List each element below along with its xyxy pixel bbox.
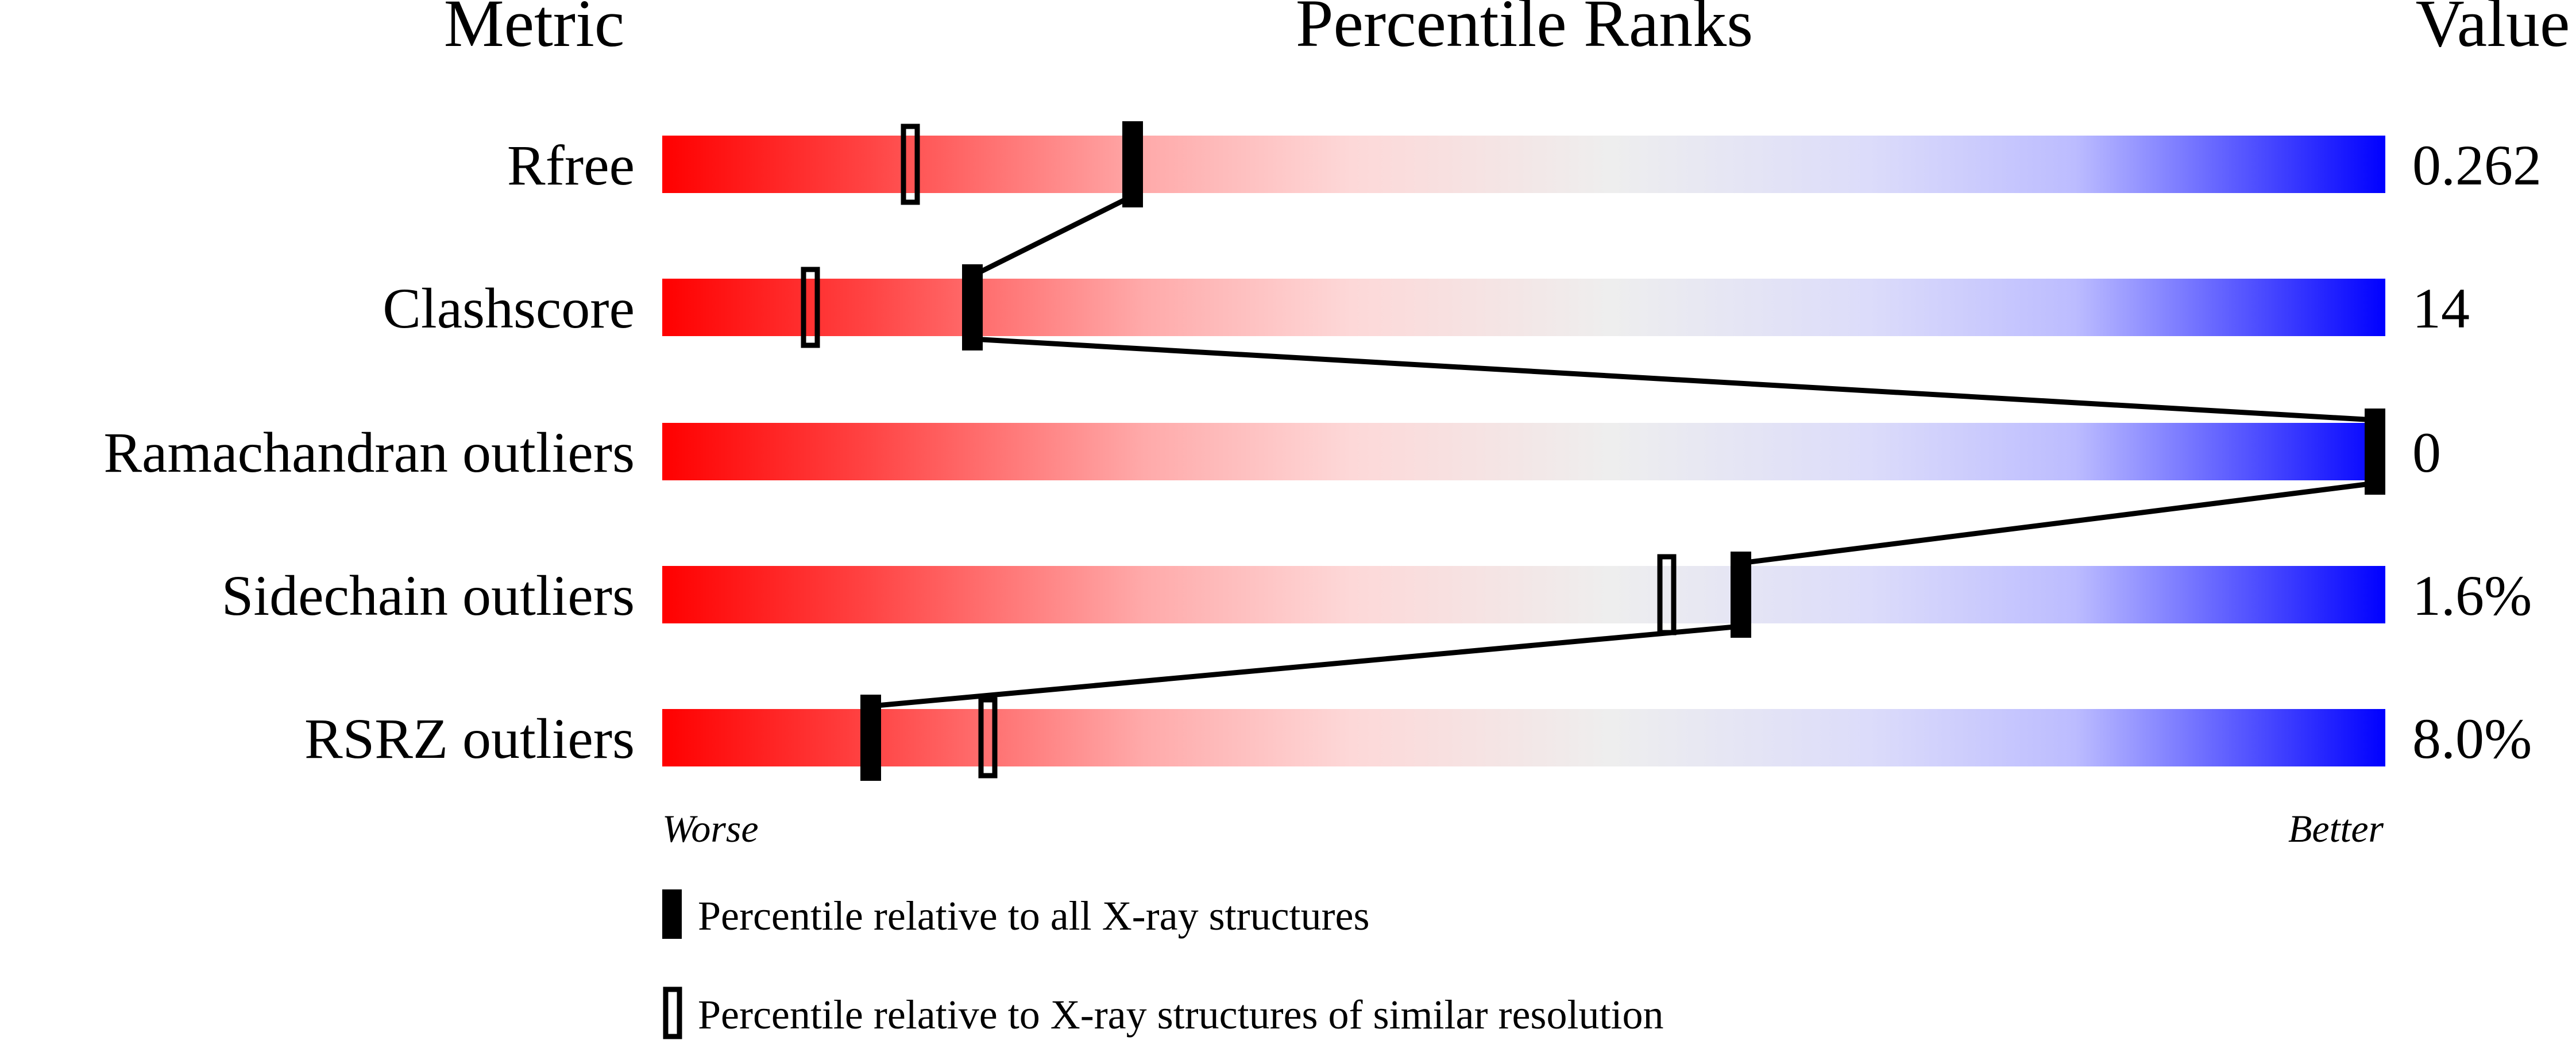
similar-resolution-marker: [901, 124, 920, 205]
similar-resolution-marker: [1657, 554, 1677, 635]
metric-value: 0: [2412, 421, 2441, 484]
metric-label: RSRZ outliers: [304, 707, 635, 770]
metric-value: 1.6%: [2412, 564, 2532, 627]
metric-value: 8.0%: [2412, 707, 2532, 770]
header-percentile-ranks: Percentile Ranks: [1296, 0, 1753, 61]
connector-line: [870, 623, 1741, 709]
similar-resolution-marker: [978, 697, 998, 779]
connector-line: [972, 336, 2376, 423]
metric-value: 0.262: [2412, 133, 2542, 197]
connector-line: [1740, 480, 2376, 566]
similar-resolution-marker: [801, 267, 820, 348]
axis-better-label: Better: [2288, 807, 2384, 850]
metric-label: Sidechain outliers: [222, 564, 635, 627]
legend-filled-marker: [662, 889, 682, 939]
all-structures-marker: [1122, 121, 1143, 207]
metric-label: Clashscore: [383, 276, 635, 340]
axis-worse-label: Worse: [662, 807, 759, 850]
percentile-bar: [662, 709, 2385, 766]
percentile-bar: [662, 566, 2385, 623]
percentile-bar: [662, 136, 2385, 193]
all-structures-marker: [860, 695, 881, 781]
connector-line: [971, 193, 1134, 279]
legend-open-marker: [663, 987, 682, 1039]
legend-all-label: Percentile relative to all X-ray structu…: [698, 893, 1370, 939]
header-metric: Metric: [444, 0, 625, 61]
all-structures-marker: [2365, 409, 2385, 495]
metric-value: 14: [2412, 276, 2470, 340]
percentile-bar: [662, 279, 2385, 336]
all-structures-marker: [962, 264, 983, 350]
metric-label: Rfree: [507, 133, 635, 197]
percentile-bar: [662, 423, 2385, 480]
legend-similar-label: Percentile relative to X-ray structures …: [698, 992, 1663, 1038]
header-value: Value: [2416, 0, 2570, 61]
metric-label: Ramachandran outliers: [103, 421, 635, 484]
all-structures-marker: [1731, 552, 1751, 638]
